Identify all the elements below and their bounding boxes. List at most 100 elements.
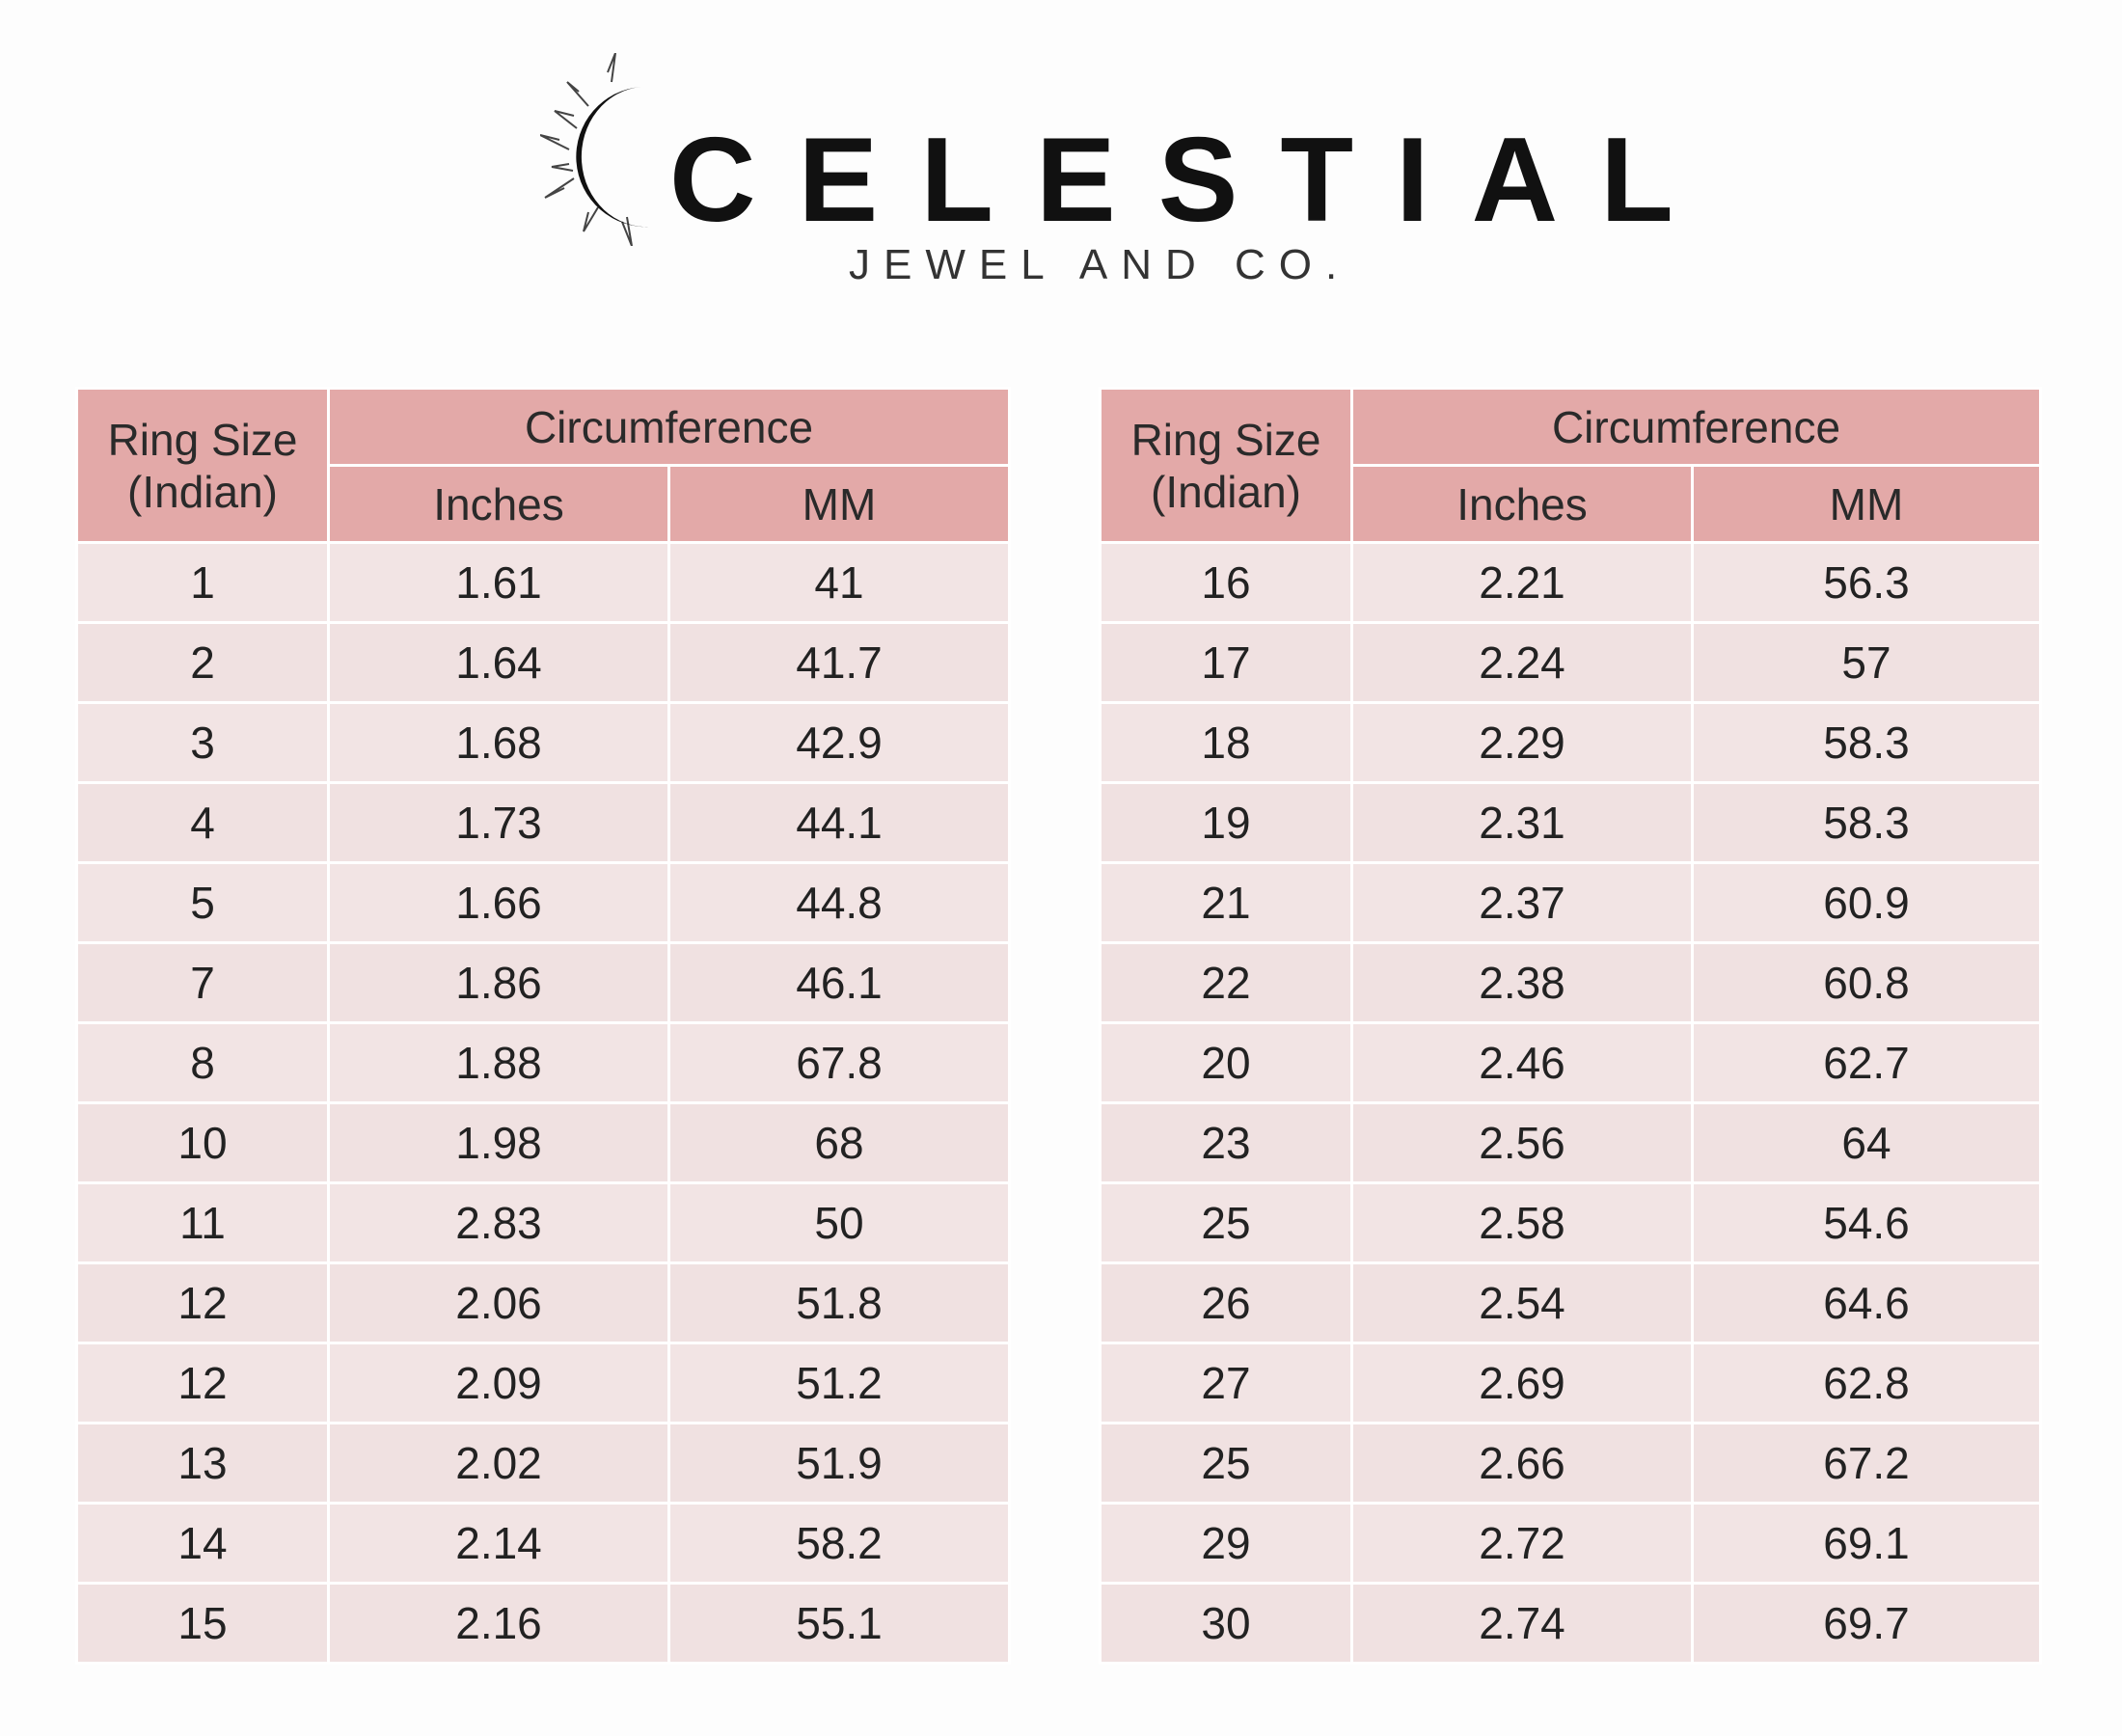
mm-cell: 60.8 (1694, 944, 2039, 1021)
table-row: 10 1.98 68 (78, 1104, 1008, 1181)
ring-size-cell: 18 (1102, 704, 1350, 781)
inches-cell: 1.68 (330, 704, 667, 781)
ring-size-header: Ring Size (Indian) (78, 390, 327, 541)
mm-cell: 64 (1694, 1104, 2039, 1181)
table-row: 14 2.14 58.2 (78, 1505, 1008, 1582)
table-row: 3 1.68 42.9 (78, 704, 1008, 781)
inches-cell: 2.83 (330, 1184, 667, 1261)
mm-cell: 44.1 (670, 784, 1008, 861)
mm-cell: 44.8 (670, 864, 1008, 941)
ring-size-cell: 1 (78, 544, 327, 621)
mm-cell: 42.9 (670, 704, 1008, 781)
table-row: 11 2.83 50 (78, 1184, 1008, 1261)
subheader-row: Inches MM (78, 467, 1008, 541)
ring-size-cell: 7 (78, 944, 327, 1021)
ring-size-sublabel: (Indian) (127, 466, 278, 517)
ring-size-cell: 27 (1102, 1344, 1350, 1422)
ring-size-label: Ring Size (107, 414, 298, 465)
table-row: 26 2.54 64.6 (1102, 1264, 2039, 1342)
inches-cell: 2.31 (1353, 784, 1691, 861)
table-row: 15 2.16 55.1 (78, 1585, 1008, 1662)
table-row: 2 1.64 41.7 (78, 624, 1008, 701)
inches-cell: 2.74 (1353, 1585, 1691, 1662)
ring-size-table-left: Ring Size (Indian) Circumference Inches M… (75, 387, 1011, 1665)
table-row: 4 1.73 44.1 (78, 784, 1008, 861)
ring-size-cell: 12 (78, 1344, 327, 1422)
ring-size-cell: 26 (1102, 1264, 1350, 1342)
table-row: 5 1.66 44.8 (78, 864, 1008, 941)
ring-size-cell: 21 (1102, 864, 1350, 941)
table-row: 27 2.69 62.8 (1102, 1344, 2039, 1422)
ring-size-label: Ring Size (1130, 414, 1321, 465)
inches-cell: 2.02 (330, 1424, 667, 1502)
brand-tagline: JEWEL AND CO. (849, 241, 1351, 288)
inches-cell: 2.38 (1353, 944, 1691, 1021)
ring-size-cell: 2 (78, 624, 327, 701)
mm-cell: 67.2 (1694, 1424, 2039, 1502)
ring-size-cell: 15 (78, 1585, 327, 1662)
mm-cell: 56.3 (1694, 544, 2039, 621)
inches-cell: 2.54 (1353, 1264, 1691, 1342)
inches-cell: 2.06 (330, 1264, 667, 1342)
ring-size-cell: 14 (78, 1505, 327, 1582)
table-row: 20 2.46 62.7 (1102, 1024, 2039, 1101)
inches-cell: 2.72 (1353, 1505, 1691, 1582)
ring-size-cell: 20 (1102, 1024, 1350, 1101)
table-row: 25 2.66 67.2 (1102, 1424, 2039, 1502)
brand-logo: CELESTIAL JEWEL AND CO. (540, 53, 1673, 294)
mm-cell: 57 (1694, 624, 2039, 701)
inches-cell: 2.29 (1353, 704, 1691, 781)
mm-cell: 46.1 (670, 944, 1008, 1021)
table-row: 12 2.06 51.8 (78, 1264, 1008, 1342)
inches-cell: 2.14 (330, 1505, 667, 1582)
header-row: Ring Size (Indian) Circumference (1102, 390, 2039, 541)
mm-cell: 58.2 (670, 1505, 1008, 1582)
inches-cell: 1.64 (330, 624, 667, 701)
table-row: 19 2.31 58.3 (1102, 784, 2039, 861)
mm-cell: 54.6 (1694, 1184, 2039, 1261)
ring-size-cell: 10 (78, 1104, 327, 1181)
crescent-moon-sun-icon (540, 53, 651, 246)
table-row: 23 2.56 64 (1102, 1104, 2039, 1181)
header-row: Ring Size (Indian) Circumference (78, 390, 1008, 541)
mm-cell: 41 (670, 544, 1008, 621)
table-row: 21 2.37 60.9 (1102, 864, 2039, 941)
inches-cell: 1.88 (330, 1024, 667, 1101)
table-row: 17 2.24 57 (1102, 624, 2039, 701)
ring-size-cell: 12 (78, 1264, 327, 1342)
table-row: 29 2.72 69.1 (1102, 1505, 2039, 1582)
table-row: 13 2.02 51.9 (78, 1424, 1008, 1502)
inches-cell: 2.21 (1353, 544, 1691, 621)
ring-size-cell: 13 (78, 1424, 327, 1502)
ring-size-cell: 25 (1102, 1184, 1350, 1261)
table-row: 12 2.09 51.2 (78, 1344, 1008, 1422)
mm-cell: 51.8 (670, 1264, 1008, 1342)
inches-cell: 1.86 (330, 944, 667, 1021)
mm-cell: 62.7 (1694, 1024, 2039, 1101)
mm-cell: 68 (670, 1104, 1008, 1181)
circumference-header: Circumference (1353, 390, 2039, 464)
mm-cell: 60.9 (1694, 864, 2039, 941)
mm-cell: 58.3 (1694, 784, 2039, 861)
mm-cell: 51.9 (670, 1424, 1008, 1502)
ring-size-header: Ring Size (Indian) (1102, 390, 1350, 541)
inches-cell: 2.46 (1353, 1024, 1691, 1101)
mm-cell: 58.3 (1694, 704, 2039, 781)
inches-cell: 2.37 (1353, 864, 1691, 941)
mm-cell: 51.2 (670, 1344, 1008, 1422)
ring-size-cell: 8 (78, 1024, 327, 1101)
mm-cell: 55.1 (670, 1585, 1008, 1662)
table-row: 7 1.86 46.1 (78, 944, 1008, 1021)
mm-cell: 50 (670, 1184, 1008, 1261)
inches-cell: 2.56 (1353, 1104, 1691, 1181)
inches-cell: 2.09 (330, 1344, 667, 1422)
table-row: 1 1.61 41 (78, 544, 1008, 621)
table-row: 18 2.29 58.3 (1102, 704, 2039, 781)
inches-cell: 2.24 (1353, 624, 1691, 701)
table-row: 8 1.88 67.8 (78, 1024, 1008, 1101)
subheader-row: Inches MM (1102, 467, 2039, 541)
inches-cell: 2.66 (1353, 1424, 1691, 1502)
ring-size-cell: 19 (1102, 784, 1350, 861)
ring-size-cell: 23 (1102, 1104, 1350, 1181)
ring-size-cell: 11 (78, 1184, 327, 1261)
